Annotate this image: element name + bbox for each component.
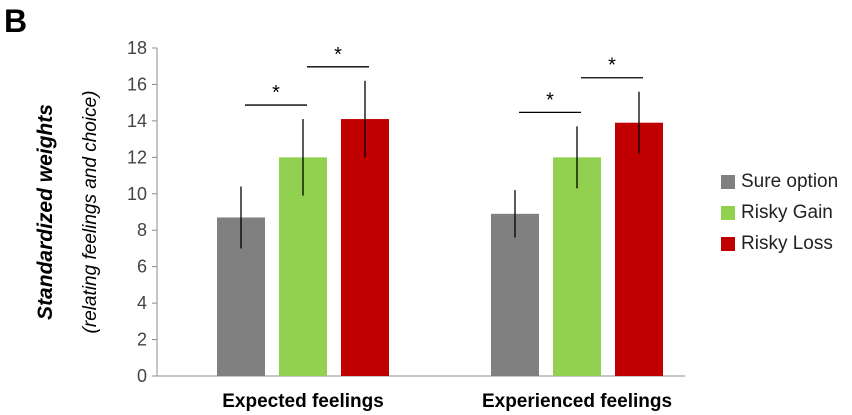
significance-markers: * * * *	[245, 44, 643, 114]
y-tick-label: 14	[127, 111, 147, 131]
significance-star: *	[272, 82, 280, 104]
legend-label-risky-loss: Risky Loss	[741, 233, 833, 254]
legend-swatch-risky-loss	[721, 237, 735, 251]
axis-labels: Expected feelings Experienced feelings Sta…	[34, 91, 672, 412]
y-tick-label: 8	[137, 220, 147, 240]
error-bars	[240, 80, 640, 249]
axes: 0 2 4 6 8 10 12 14 16 18	[127, 38, 685, 386]
x-category-label: Experienced feelings	[482, 391, 672, 412]
y-tick-label: 2	[137, 330, 147, 350]
significance-star: *	[546, 89, 554, 111]
legend-label-risky-gain: Risky Gain	[741, 202, 833, 223]
y-tick-label: 16	[127, 74, 147, 94]
legend: Sure option Risky Gain Risky Loss	[721, 171, 838, 264]
bar	[553, 157, 601, 376]
legend-item-sure-option: Sure option	[721, 171, 838, 193]
y-tick-label: 10	[127, 184, 147, 204]
bar	[491, 213, 539, 376]
y-tick-label: 12	[127, 147, 147, 167]
y-tick-label: 4	[137, 293, 147, 313]
bars	[217, 119, 663, 377]
y-axis-title: Standardized weights	[34, 104, 57, 320]
y-axis-subtitle: (relating feelings and choice)	[80, 91, 101, 334]
y-tick-label: 6	[137, 257, 147, 277]
significance-star: *	[608, 55, 616, 77]
legend-item-risky-gain: Risky Gain	[721, 202, 838, 224]
legend-swatch-risky-gain	[721, 206, 735, 220]
legend-item-risky-loss: Risky Loss	[721, 233, 838, 255]
legend-label-sure-option: Sure option	[741, 171, 839, 192]
x-category-label: Expected feelings	[222, 391, 384, 412]
legend-swatch-sure-option	[721, 175, 735, 189]
bar	[615, 122, 663, 376]
y-tick-label: 18	[127, 38, 147, 58]
significance-star: *	[334, 44, 342, 66]
panel-label: B	[4, 3, 28, 39]
bar	[341, 119, 389, 377]
y-tick-label: 0	[137, 366, 147, 386]
